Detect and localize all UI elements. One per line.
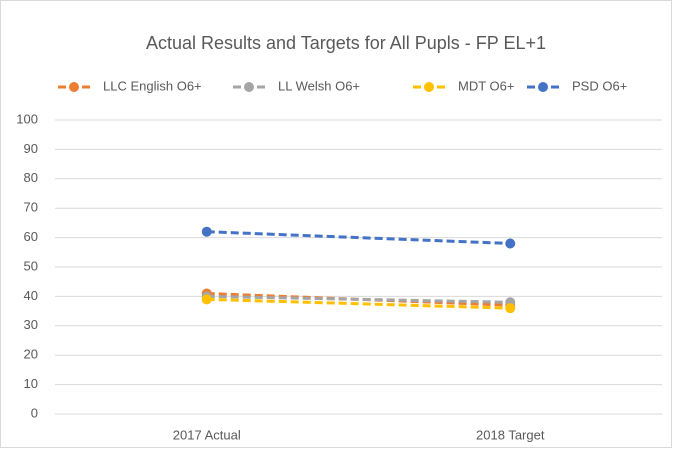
series-line: [206, 230, 511, 245]
legend-label: LLC English O6+: [103, 78, 202, 93]
y-tick-label: 70: [24, 200, 38, 215]
x-tick-label: 2017 Actual: [173, 427, 241, 442]
legend-marker: [244, 82, 254, 92]
y-tick-label: 50: [24, 258, 38, 273]
y-tick-label: 20: [24, 347, 38, 362]
legend-label: MDT O6+: [458, 78, 514, 93]
y-tick-label: 10: [24, 376, 38, 391]
legend-label: PSD O6+: [572, 78, 627, 93]
y-tick-label: 30: [24, 317, 38, 332]
y-tick-label: 90: [24, 141, 38, 156]
legend-marker: [424, 82, 434, 92]
y-tick-label: 100: [16, 111, 38, 126]
series-line: [206, 297, 511, 310]
y-tick-label: 80: [24, 170, 38, 185]
legend-label: LL Welsh O6+: [278, 78, 360, 93]
chart-title: Actual Results and Targets for All Pupls…: [146, 33, 546, 53]
data-point: [201, 294, 212, 305]
legend-marker: [538, 82, 548, 92]
x-tick-label: 2018 Target: [476, 427, 545, 442]
data-point: [201, 226, 212, 237]
y-tick-label: 0: [31, 405, 38, 420]
data-point: [505, 238, 516, 249]
y-tick-label: 40: [24, 288, 38, 303]
series-line: [206, 294, 511, 304]
y-tick-label: 60: [24, 229, 38, 244]
data-point: [505, 303, 516, 314]
legend-marker: [69, 82, 79, 92]
